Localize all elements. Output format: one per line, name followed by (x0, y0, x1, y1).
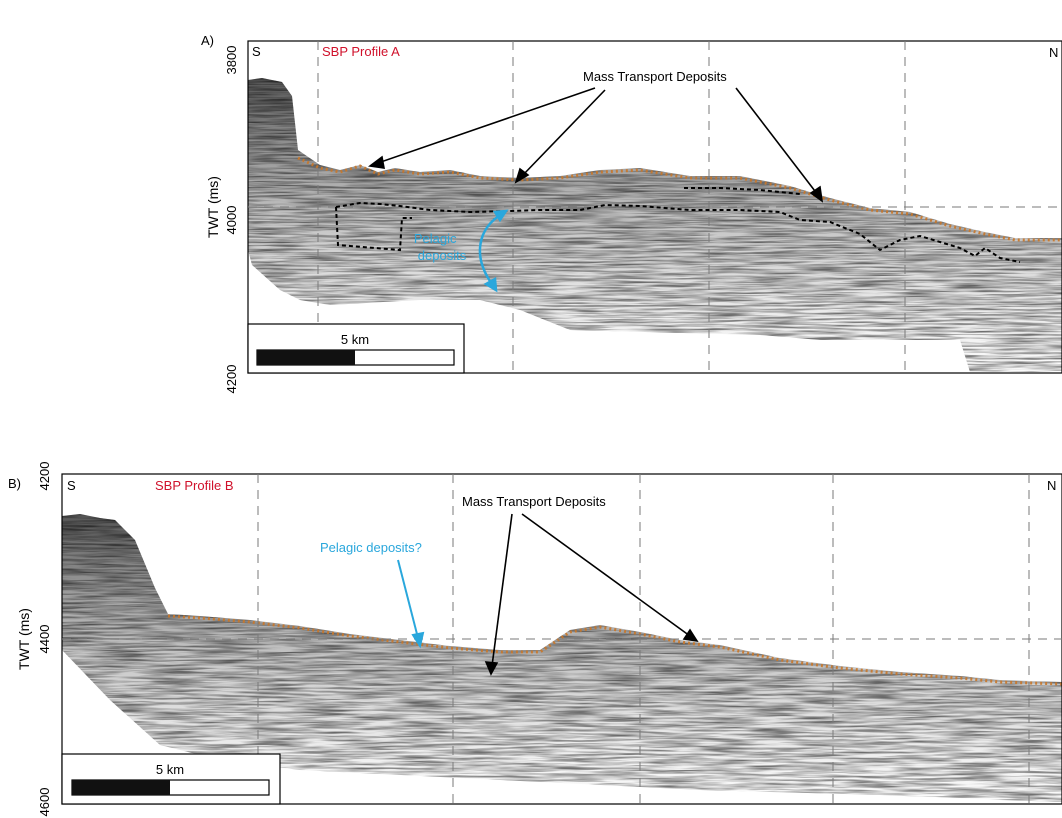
profile-title: SBP Profile A (322, 44, 400, 59)
y-tick-label: 4000 (224, 206, 239, 235)
y-tick-label: 4600 (37, 788, 52, 817)
y-axis-label: TWT (ms) (205, 176, 221, 238)
mtd-label: Mass Transport Deposits (583, 69, 727, 84)
profile-title: SBP Profile B (155, 478, 234, 493)
pelagic-arrow-a (478, 209, 509, 293)
y-tick-label: 4200 (224, 365, 239, 394)
y-tick-label: 4200 (37, 462, 52, 491)
pelagic-label-line2: deposits (418, 248, 467, 263)
panel-a: A) 3800 4000 4200 TWT (ms) S N SBP Profi… (201, 33, 1062, 393)
right-end-label: N (1049, 45, 1058, 60)
annotation-arrows-b (484, 513, 699, 676)
scale-bar-a: 5 km (247, 323, 465, 374)
pelagic-label-line1: Pelagic (414, 231, 457, 246)
scale-bar-b: 5 km (61, 753, 281, 805)
grid-lines-a (248, 41, 1062, 373)
y-tick-label: 3800 (224, 46, 239, 75)
left-end-label: S (252, 44, 261, 59)
panel-b: B) 4200 4400 4600 TWT (ms) S N SBP Profi… (8, 462, 1062, 817)
panel-label-b: B) (8, 476, 21, 491)
grid-lines-b (62, 474, 1062, 804)
pelagic-label: Pelagic deposits? (320, 540, 422, 555)
pelagic-label: Pelagic deposits (414, 231, 467, 263)
scale-bar-label: 5 km (156, 762, 184, 777)
panel-label-a: A) (201, 33, 214, 48)
scale-bar-label: 5 km (341, 332, 369, 347)
mtd-label: Mass Transport Deposits (462, 494, 606, 509)
mtd-outline-a (335, 187, 1021, 263)
left-end-label: S (67, 478, 76, 493)
right-end-label: N (1047, 478, 1056, 493)
y-tick-label: 4400 (37, 625, 52, 654)
pelagic-arrow-b (397, 559, 425, 649)
y-axis-label: TWT (ms) (16, 608, 32, 670)
seafloor-reflector-b (167, 614, 1062, 686)
annotation-arrows-a (367, 87, 824, 203)
